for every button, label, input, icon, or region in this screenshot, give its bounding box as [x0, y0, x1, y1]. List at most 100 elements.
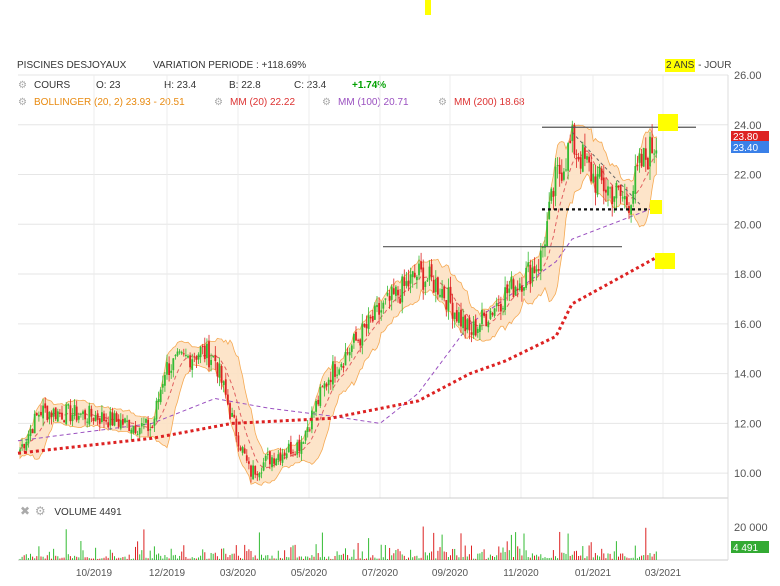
volume-legend: ✖ ⚙ VOLUME 4491 [20, 504, 122, 518]
volume-bar [229, 555, 231, 560]
volume-bar [334, 556, 336, 560]
volume-bar [97, 558, 99, 560]
period-selected[interactable]: 2 ANS [665, 59, 696, 72]
volume-bar [225, 553, 227, 560]
x-tick-label: 09/2020 [432, 568, 469, 579]
volume-bar [384, 545, 386, 560]
volume-bar [531, 553, 533, 560]
volume-bar [389, 547, 391, 560]
volume-bar [109, 549, 111, 560]
volume-bar [420, 557, 422, 560]
candle-body [63, 420, 65, 423]
gear-icon[interactable]: ⚙ [438, 97, 447, 108]
period-selector[interactable]: 2 ANS - JOUR [665, 59, 732, 72]
volume-bar [372, 555, 374, 560]
y-tick-label: 10.00 [734, 468, 762, 480]
volume-bar [233, 553, 235, 560]
bollinger-area [19, 123, 657, 486]
x-tick-label: 01/2021 [575, 568, 612, 579]
candle-body [329, 379, 332, 383]
candle-body [384, 298, 387, 300]
volume-bar [80, 541, 82, 560]
candle-body [245, 455, 248, 461]
volume-bar [357, 542, 359, 560]
candle-body [101, 412, 103, 423]
candle-body [367, 315, 370, 329]
gear-icon[interactable]: ⚙ [18, 97, 27, 108]
candle-body [535, 269, 538, 272]
candle-body [388, 295, 391, 301]
candle-body [632, 191, 635, 204]
volume-bar [212, 553, 214, 560]
period-unit[interactable]: JOUR [704, 60, 732, 71]
volume-bar [88, 558, 90, 560]
gear-icon[interactable]: ⚙ [322, 97, 331, 108]
volume-bar [336, 551, 338, 560]
candle-body [447, 287, 450, 311]
volume-bar [38, 546, 40, 560]
legend-volume: VOLUME 4491 [54, 507, 122, 518]
legend-mm100: MM (100) 20.71 [338, 97, 409, 108]
volume-bar [36, 556, 38, 560]
candle-body [334, 364, 336, 377]
legend-low: B: 22.8 [229, 80, 261, 91]
candle-body [573, 124, 576, 155]
candle-body [302, 442, 305, 444]
close-icon[interactable]: ✖ [20, 504, 31, 518]
volume-bar [317, 553, 319, 560]
candle-body [401, 276, 404, 303]
candle-body [378, 303, 380, 315]
candle-body [605, 189, 607, 193]
volume-bar [183, 545, 185, 560]
candle-body [294, 454, 296, 456]
candle-body [497, 304, 500, 306]
volume-bar [242, 558, 244, 560]
volume-bar [185, 556, 187, 560]
y-tick-label: 18.00 [734, 269, 762, 281]
candle-body [369, 316, 372, 319]
candle-body [298, 439, 301, 452]
candle-body [346, 352, 349, 354]
price-badge-last-label: 23.40 [733, 143, 758, 154]
candle-body [428, 266, 431, 280]
volume-bar [160, 555, 162, 560]
volume-bar [443, 551, 445, 560]
candle-body [504, 287, 506, 310]
candle-body [542, 246, 544, 248]
volume-bar [269, 558, 271, 560]
volume-bar [65, 529, 67, 560]
volume-bar [441, 534, 443, 560]
x-tick-label: 03/2020 [220, 568, 257, 579]
candle-body [239, 447, 242, 451]
candle-body [266, 454, 269, 456]
candle-body [439, 294, 441, 297]
volume-bar [601, 548, 603, 560]
volume-bar [481, 551, 483, 560]
volume-bar [426, 555, 428, 560]
candle-body [460, 309, 462, 327]
volume-bar [548, 558, 550, 560]
volume-bar [30, 553, 31, 560]
candle-body [649, 136, 651, 167]
volume-bar [296, 557, 298, 560]
volume-bar [206, 558, 208, 560]
gear-icon[interactable]: ⚙ [34, 504, 46, 518]
candle-body [338, 369, 341, 375]
candle-body [380, 310, 383, 313]
candle-body [466, 319, 469, 330]
volume-bar [141, 550, 143, 560]
volume-bar [254, 555, 256, 560]
volume-bar [590, 542, 592, 560]
volume-bar [578, 555, 580, 560]
gear-icon[interactable]: ⚙ [214, 97, 223, 108]
volume-bar [559, 531, 561, 560]
candle-body [92, 417, 95, 422]
volume-bar [473, 558, 475, 560]
candle-body [109, 411, 112, 426]
mm200-path [17, 255, 658, 455]
candle-body [33, 413, 36, 434]
volume-bar [418, 558, 420, 560]
gear-icon[interactable]: ⚙ [18, 80, 27, 91]
